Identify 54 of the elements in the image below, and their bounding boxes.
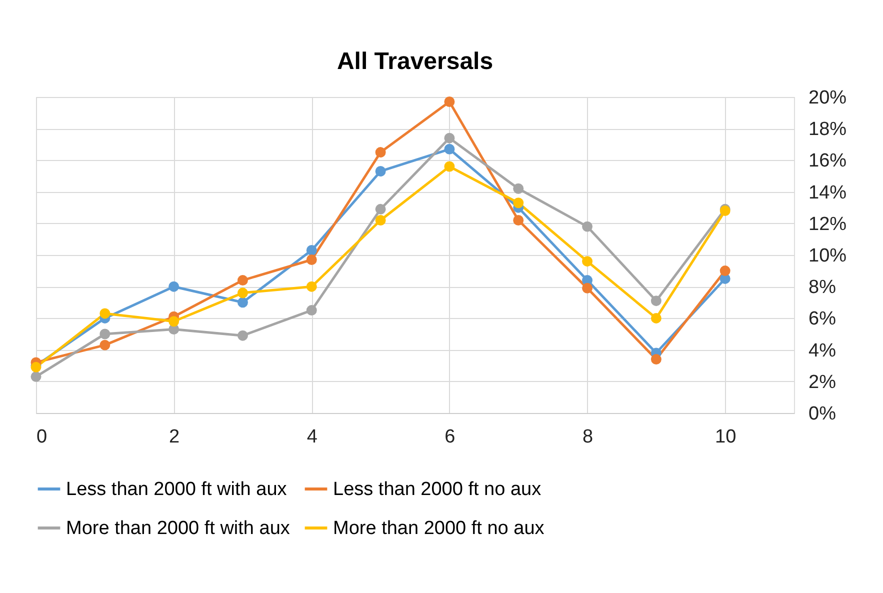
point (100, 328, 110, 340)
point (582, 256, 593, 267)
legend-label: More than 2000 ft no aux (333, 518, 545, 539)
point (375, 215, 386, 226)
x-tick-label: 10 (715, 426, 736, 448)
point (306, 305, 317, 316)
point (650, 312, 662, 324)
point (100, 340, 110, 350)
y-tick-label: 12% (808, 214, 847, 235)
point (582, 221, 593, 232)
point (168, 281, 180, 292)
y-tick-label: 0% (808, 404, 836, 424)
point (375, 166, 386, 176)
point (306, 245, 317, 256)
x-tick-label: 4 (306, 426, 318, 448)
y-tick-label: 10% (808, 246, 847, 266)
y-tick-label: 8% (808, 277, 836, 298)
x-tick-label: 8 (582, 426, 594, 448)
point (444, 96, 455, 107)
y-tick-label: 18% (808, 119, 847, 140)
point (375, 204, 386, 214)
y-tick-label: 20% (808, 88, 847, 108)
point (237, 330, 248, 341)
point (650, 296, 662, 306)
point (513, 198, 524, 208)
point (30, 371, 42, 382)
x-tick-label: 6 (444, 426, 456, 448)
point (444, 144, 455, 154)
point (582, 282, 593, 294)
y-tick-label: 4% (808, 340, 836, 362)
point (513, 215, 524, 226)
y-tick-label: 16% (808, 150, 847, 172)
point (720, 266, 730, 276)
point (237, 275, 248, 286)
point (650, 354, 662, 365)
point (444, 132, 455, 144)
y-tick-label: 14% (808, 182, 847, 204)
x-tick-label: 0 (36, 426, 48, 448)
point (306, 254, 317, 265)
point (306, 281, 317, 292)
point (513, 183, 524, 194)
y-tick-label: 6% (808, 308, 836, 330)
point (375, 147, 386, 158)
point (168, 316, 180, 327)
chart-title: All Traversals (336, 48, 494, 75)
x-tick-label: 2 (169, 426, 180, 448)
point (237, 288, 248, 298)
point (237, 297, 248, 308)
point (100, 308, 110, 319)
legend-label: Less than 2000 ft no aux (333, 479, 542, 500)
point (444, 161, 455, 172)
legend-label: Less than 2000 ft with aux (66, 479, 288, 500)
legend-label: More than 2000 ft with aux (66, 518, 290, 539)
y-tick-label: 2% (808, 372, 836, 393)
